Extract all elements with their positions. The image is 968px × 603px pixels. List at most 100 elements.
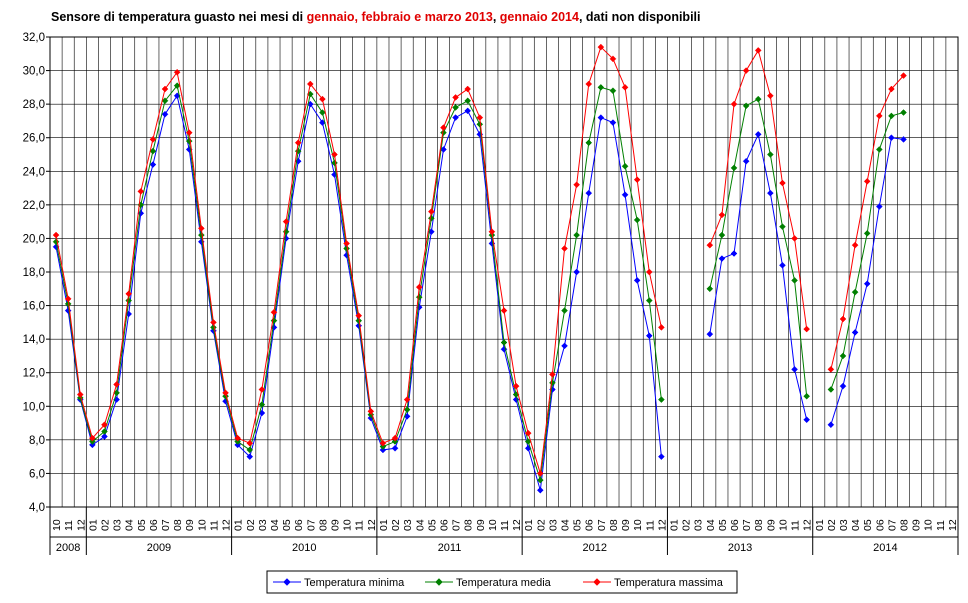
series-line (709, 49, 808, 330)
legend-swatch-marker (435, 578, 443, 586)
data-point (645, 332, 653, 340)
data-point (403, 406, 411, 413)
x-tick-label: 02 (681, 519, 693, 531)
data-point (331, 151, 338, 158)
x-tick-label: 08 (608, 519, 620, 531)
x-tick-label: 03 (693, 519, 705, 531)
x-tick-label: 01 (233, 519, 245, 531)
data-point (161, 85, 169, 93)
year-label: 2010 (292, 542, 316, 554)
x-tick-label: 09 (184, 519, 196, 531)
x-tick-label: 01 (378, 519, 390, 531)
data-point (64, 300, 72, 308)
data-point (440, 129, 447, 137)
data-point (706, 285, 714, 293)
x-tick-label: 07 (305, 519, 317, 531)
x-tick-label: 06 (293, 519, 305, 531)
x-tick-label: 08 (172, 519, 184, 531)
data-point (621, 162, 629, 170)
data-point (524, 429, 532, 437)
data-point (113, 381, 120, 388)
y-tick-label: 22,0 (23, 200, 45, 212)
data-point (585, 80, 593, 88)
x-tick-label: 04 (705, 519, 717, 531)
x-tick-label: 12 (656, 519, 668, 531)
x-tick-label: 12 (947, 519, 959, 531)
data-point (645, 268, 653, 276)
y-tick-label: 6,0 (29, 468, 45, 480)
data-point (730, 250, 738, 257)
y-tick-label: 32,0 (23, 32, 45, 44)
x-tick-label: 06 (584, 519, 596, 531)
data-point (573, 181, 580, 189)
data-point (415, 283, 423, 291)
y-tick-label: 14,0 (23, 334, 45, 346)
data-point (488, 228, 496, 236)
x-tick-label: 03 (402, 519, 414, 531)
data-point (839, 315, 847, 323)
x-tick-label: 03 (112, 519, 124, 531)
series-line (709, 132, 808, 420)
x-tick-label: 09 (620, 519, 632, 531)
series-line (830, 75, 904, 370)
data-point (76, 391, 84, 398)
data-point (742, 157, 750, 165)
series-1 (52, 82, 907, 484)
data-point (900, 72, 907, 79)
x-tick-label: 05 (862, 519, 874, 531)
data-point (246, 439, 254, 447)
data-point (839, 382, 847, 390)
x-tick-label: 03 (547, 519, 559, 531)
y-tick-label: 12,0 (23, 368, 45, 380)
legend-label: Temperatura minima (304, 577, 405, 589)
data-point (476, 114, 484, 121)
data-point (258, 386, 266, 393)
data-point (355, 317, 363, 325)
y-tick-label: 18,0 (23, 267, 45, 279)
chart-title: Sensore di temperatura guasto nei mesi d… (51, 10, 701, 24)
x-tick-label: 10 (487, 519, 499, 531)
x-tick-label: 10 (632, 519, 644, 531)
y-tick-label: 20,0 (23, 233, 45, 245)
x-tick-label: 09 (911, 519, 923, 531)
x-tick-label: 10 (777, 519, 789, 531)
data-point (428, 208, 435, 215)
data-point (319, 109, 326, 116)
data-point (791, 235, 798, 242)
x-tick-label: 01 (814, 519, 826, 531)
data-point (452, 94, 459, 101)
data-point (875, 146, 883, 153)
x-tick-label: 02 (535, 519, 547, 531)
y-tick-label: 4,0 (29, 502, 45, 514)
data-point (573, 231, 580, 239)
data-point (161, 97, 169, 105)
x-tick-label: 01 (87, 519, 99, 531)
x-tick-label: 04 (560, 519, 572, 531)
data-point (488, 231, 496, 239)
data-point (89, 441, 96, 449)
x-tick-label: 01 (523, 519, 535, 531)
data-point (512, 382, 520, 390)
data-point (706, 330, 714, 338)
data-point (101, 433, 108, 440)
y-tick-label: 16,0 (23, 301, 45, 313)
x-tick-label: 06 (874, 519, 886, 531)
legend-swatch-marker (283, 578, 291, 586)
data-point (766, 189, 774, 197)
data-point (185, 129, 193, 137)
legend-label: Temperatura massima (614, 577, 724, 589)
x-tick-label: 01 (668, 519, 680, 531)
x-tick-label: 03 (257, 519, 269, 531)
data-point (197, 225, 205, 232)
data-point (379, 443, 387, 450)
x-tick-label: 05 (136, 519, 148, 531)
data-point (585, 139, 593, 147)
data-point (658, 396, 665, 403)
data-point (730, 100, 738, 108)
data-point (476, 120, 484, 128)
year-label: 2008 (56, 542, 80, 554)
legend-label: Temperatura media (456, 577, 552, 589)
data-point (222, 389, 229, 397)
data-point (379, 439, 387, 447)
data-point (718, 211, 726, 219)
